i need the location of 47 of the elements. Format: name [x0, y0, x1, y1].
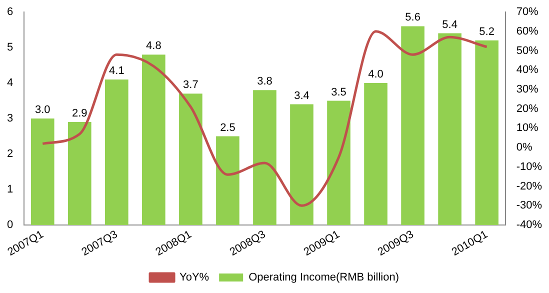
y2-tick-label: 30% [516, 83, 539, 96]
y2-tick-label: 60% [516, 25, 539, 38]
data-label: 3.0 [34, 104, 50, 116]
y2-tick-label: 50% [516, 44, 539, 57]
bar [68, 122, 92, 225]
y2-tick-label: -20% [516, 180, 542, 192]
y-tick-label: 4 [6, 77, 14, 90]
bar [179, 94, 202, 225]
y-tick-label: 1 [6, 184, 14, 196]
data-label: 4.1 [109, 64, 124, 77]
y2-tick-label: 70% [516, 6, 539, 18]
legend-label: Operating Income(RMB billion) [248, 272, 399, 284]
y2-tick-label: 40% [516, 64, 539, 76]
data-label: 4.0 [368, 68, 384, 81]
y-tick-label: 6 [6, 6, 14, 18]
data-label: 5.2 [479, 26, 494, 38]
y2-tick-label: -10% [516, 160, 542, 173]
y-tick-label: 5 [6, 42, 14, 54]
data-label: 5.4 [442, 18, 458, 31]
y2-tick-label: 20% [516, 102, 539, 115]
y2-tick-label: -30% [516, 200, 542, 212]
data-label: 4.8 [146, 40, 162, 52]
data-label: 3.8 [257, 76, 272, 88]
y2-tick-label: 10% [516, 122, 539, 134]
bar [30, 118, 54, 225]
bar [253, 90, 276, 225]
bar [438, 33, 462, 225]
bar [216, 136, 240, 225]
legend-label: YoY% [180, 272, 210, 284]
bar [104, 79, 128, 225]
bar [290, 104, 314, 225]
bar [142, 54, 166, 225]
y-tick-label: 0 [6, 219, 14, 232]
data-label: 3.5 [331, 86, 346, 98]
data-label: 3.4 [294, 90, 310, 102]
data-label: 5.6 [405, 12, 420, 24]
data-label: 2.5 [220, 122, 236, 134]
y-tick-label: 3 [6, 112, 14, 125]
y2-tick-label: 0% [516, 142, 532, 154]
bar [475, 40, 498, 225]
data-label: 2.9 [72, 108, 88, 120]
bar [401, 26, 424, 225]
y2-tick-label: -40% [516, 219, 542, 232]
bar [364, 83, 388, 225]
data-label: 3.7 [183, 79, 198, 92]
bar [327, 100, 350, 225]
y-tick-label: 2 [6, 148, 14, 160]
